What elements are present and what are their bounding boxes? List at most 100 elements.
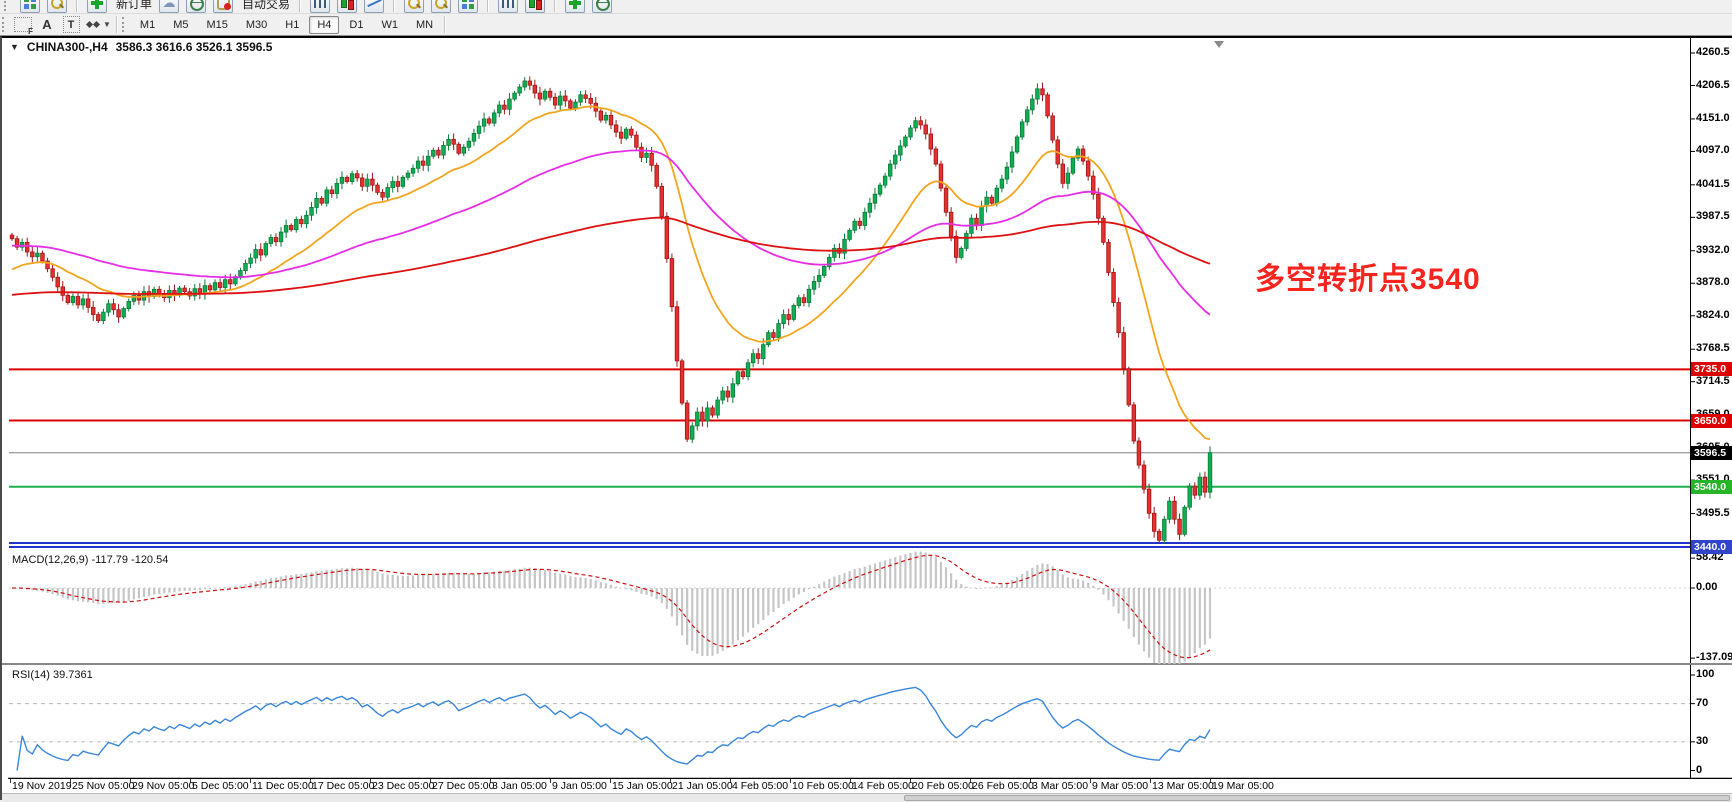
symbol-dropdown-icon[interactable]: ▼ — [10, 42, 19, 52]
scrollbar-thumb[interactable] — [904, 795, 1730, 801]
macd-axis-label: -137.09 — [1696, 651, 1732, 664]
search-icon[interactable] — [47, 0, 67, 13]
price-badge-3735.0: 3735.0 — [1691, 362, 1732, 377]
objects-dropdown-icon[interactable]: ▼ — [85, 16, 111, 33]
time-axis-label: 10 Feb 05:00 — [792, 780, 854, 792]
timeframe-button-mn[interactable]: MN — [415, 18, 434, 31]
toolbar-separator — [444, 16, 447, 33]
price-axis-label: 3768.5 — [1696, 342, 1730, 355]
time-axis-label: 19 Mar 05:00 — [1212, 780, 1274, 792]
time-axis-label: 13 Mar 05:00 — [1152, 780, 1214, 792]
symbol-timeframe-label: CHINA300-,H4 — [26, 40, 108, 54]
main-price-chart[interactable] — [2, 37, 1732, 550]
indicators-icon[interactable] — [498, 0, 519, 13]
toolbar-grip[interactable] — [2, 17, 9, 32]
toolbar-timeframes: F A T ▼ M1 M5 M15 M30 H1 H4 D1 W1 MN — [0, 14, 1732, 36]
price-badge-3596.5: 3596.5 — [1691, 445, 1732, 460]
time-axis-label: 9 Mar 05:00 — [1092, 780, 1149, 792]
toolbar-separator — [487, 0, 490, 12]
time-axis-tick — [1030, 779, 1031, 783]
time-axis-tick — [730, 779, 731, 783]
web-terminal-icon[interactable] — [186, 0, 207, 13]
zoom-out-icon[interactable] — [431, 0, 452, 13]
price-axis-label: 3495.5 — [1696, 506, 1730, 519]
template-f-icon[interactable]: F — [14, 16, 33, 36]
bar-chart-icon[interactable] — [310, 0, 331, 13]
time-axis-tick — [1210, 779, 1211, 783]
time-axis-label: 19 Nov 2019 — [12, 780, 72, 792]
price-axis-label: 4206.5 — [1696, 78, 1730, 91]
toolbar-grip[interactable] — [4, 0, 11, 11]
time-axis-label: 27 Dec 05:00 — [432, 780, 495, 792]
horizontal-scrollbar[interactable] — [2, 793, 1732, 802]
rsi-axis-label: 30 — [1696, 734, 1709, 747]
time-axis-tick — [850, 779, 851, 783]
autotrading-icon[interactable] — [213, 0, 234, 13]
periods-icon[interactable] — [525, 0, 546, 13]
text-label-icon[interactable]: A — [42, 17, 52, 32]
time-axis-tick — [610, 779, 611, 783]
tile-windows-icon[interactable] — [458, 0, 479, 13]
new-order-label[interactable]: 新订单 — [116, 0, 153, 11]
timeframe-button-m15[interactable]: M15 — [206, 18, 228, 31]
rsi-value: 39.7361 — [52, 669, 93, 681]
timeframe-button-d1[interactable]: D1 — [349, 18, 364, 31]
time-axis-label: 26 Feb 05:00 — [972, 780, 1034, 792]
time-axis-label: 5 Dec 05:00 — [192, 780, 249, 792]
cloud-icon[interactable]: ☁ — [159, 0, 180, 13]
timeframe-button-w1[interactable]: W1 — [381, 18, 398, 31]
toolbar-separator — [554, 0, 557, 12]
price-badge-3540.0: 3540.0 — [1691, 479, 1732, 494]
price-axis-label: 4151.0 — [1696, 111, 1730, 124]
time-axis-label: 14 Feb 05:00 — [852, 780, 914, 792]
time-axis-label: 20 Feb 05:00 — [912, 780, 974, 792]
time-axis-tick — [310, 779, 311, 783]
price-axis-label: 3714.5 — [1696, 374, 1730, 387]
new-order-icon[interactable] — [87, 0, 107, 13]
time-axis-tick — [790, 779, 791, 783]
price-axis-label: 3932.0 — [1696, 243, 1730, 256]
time-axis-tick — [1090, 779, 1091, 783]
zoom-in-icon[interactable] — [404, 0, 425, 13]
price-badge-3650.0: 3650.0 — [1691, 413, 1732, 428]
chart-shift-marker[interactable] — [1214, 41, 1224, 48]
price-axis-label: 4041.5 — [1696, 177, 1730, 190]
chart-header: ▼ CHINA300-,H4 3586.3 3616.6 3526.1 3596… — [10, 40, 272, 54]
candlestick-chart-icon[interactable] — [337, 0, 358, 13]
add-indicator-icon[interactable] — [565, 0, 586, 13]
chart-window-icon[interactable] — [20, 0, 40, 13]
price-axis-label: 3987.5 — [1696, 210, 1730, 223]
price-axis-label: 4097.0 — [1696, 144, 1730, 157]
time-axis-tick — [190, 779, 191, 783]
rsi-panel[interactable] — [2, 664, 1732, 779]
ohlc-readout: 3586.3 3616.6 3526.1 3596.5 — [115, 40, 273, 54]
price-axis-label: 3878.0 — [1696, 276, 1730, 289]
price-axis-label: 4260.5 — [1696, 46, 1730, 58]
time-axis-tick — [370, 779, 371, 783]
time-axis-tick — [490, 779, 491, 783]
time-axis-label: 25 Nov 05:00 — [72, 780, 135, 792]
time-axis-tick — [10, 779, 11, 783]
line-chart-icon[interactable] — [364, 0, 385, 13]
refresh-icon[interactable] — [592, 0, 613, 13]
time-axis-label: 21 Jan 05:00 — [672, 780, 733, 792]
autotrading-label[interactable]: 自动交易 — [242, 0, 291, 11]
rsi-title: RSI(14) — [12, 669, 50, 681]
rsi-label: RSI(14) 39.7361 — [12, 669, 93, 681]
timeframe-button-m1[interactable]: M1 — [139, 18, 156, 31]
timeframe-button-h1[interactable]: H1 — [285, 18, 300, 31]
text-box-icon[interactable]: T — [62, 16, 80, 33]
macd-values: -117.79 -120.54 — [91, 554, 169, 566]
time-axis-tick — [250, 779, 251, 783]
macd-label: MACD(12,26,9) -117.79 -120.54 — [12, 554, 168, 566]
price-badge-3440.0: 3440.0 — [1691, 539, 1732, 554]
time-axis-label: 11 Dec 05:00 — [252, 780, 314, 792]
timeframe-button-h4[interactable]: H4 — [309, 15, 340, 34]
timeframe-button-m5[interactable]: M5 — [173, 18, 189, 31]
macd-axis-label: 0.00 — [1696, 581, 1718, 593]
toolbar-grip[interactable] — [121, 17, 129, 32]
time-axis-tick — [70, 779, 71, 783]
macd-panel[interactable] — [2, 550, 1732, 664]
timeframe-button-m30[interactable]: M30 — [245, 18, 268, 31]
time-axis-tick — [130, 779, 131, 783]
